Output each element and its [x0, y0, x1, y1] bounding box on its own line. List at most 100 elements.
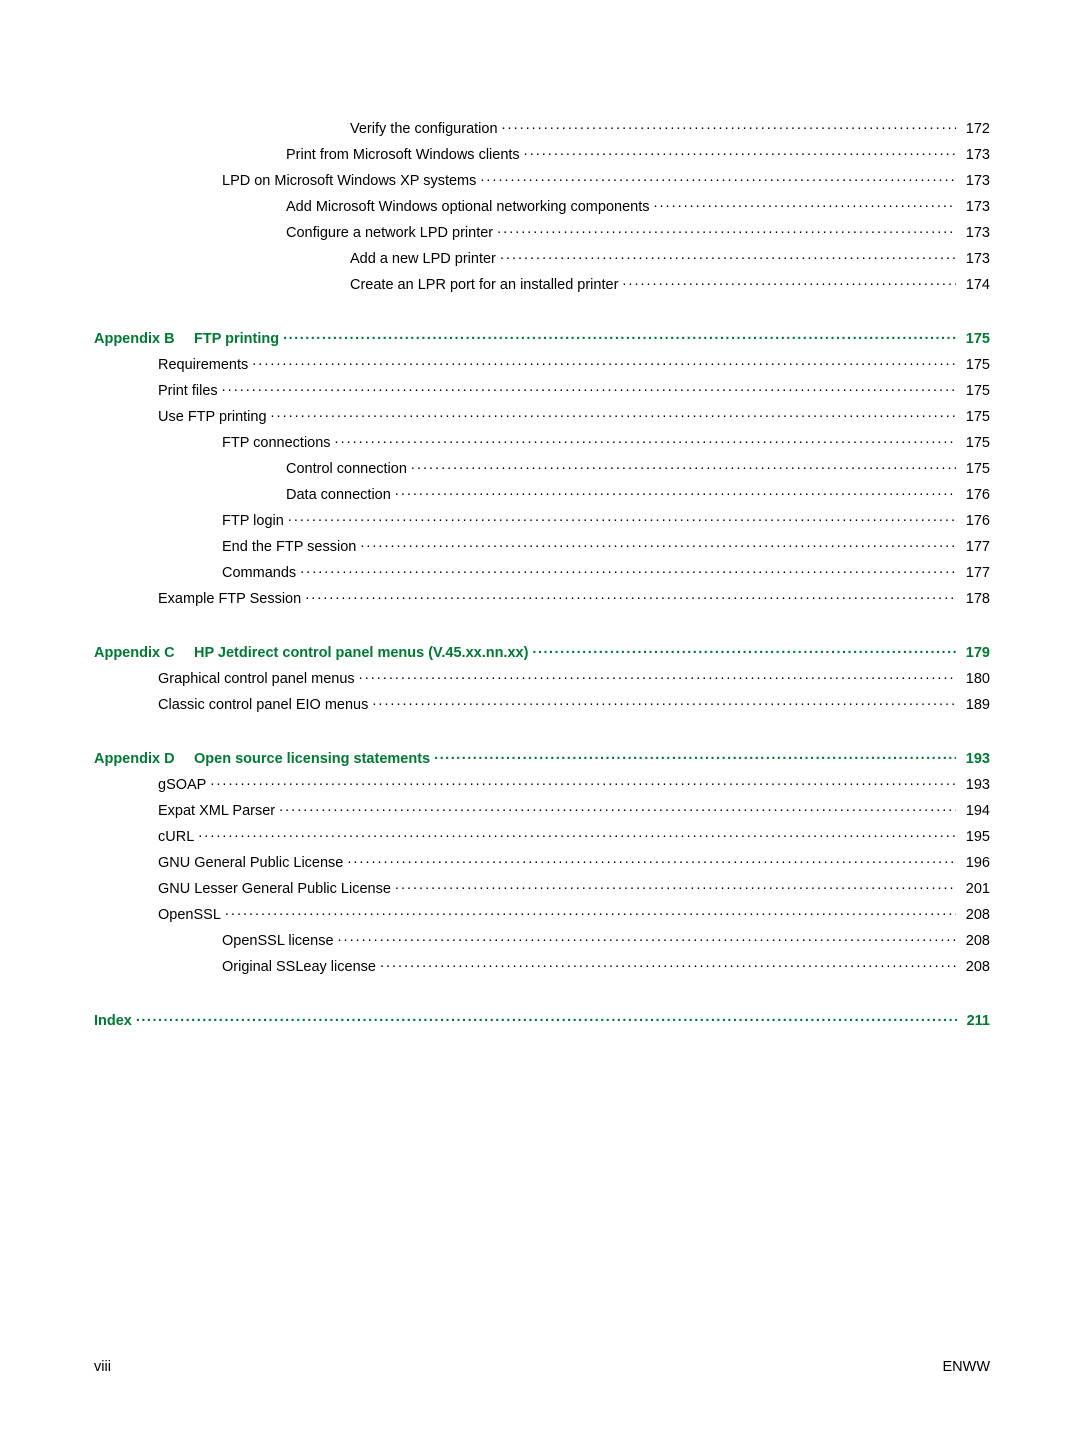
toc-page-number: 201 — [960, 881, 990, 897]
footer-page-number: viii — [94, 1359, 111, 1375]
toc-entry[interactable]: Add a new LPD printer 173 — [94, 248, 990, 267]
toc-title: FTP login — [222, 513, 284, 529]
toc-entry[interactable]: LPD on Microsoft Windows XP systems 173 — [94, 170, 990, 189]
toc-entry[interactable]: Classic control panel EIO menus 189 — [94, 694, 990, 713]
toc-title: Appendix CHP Jetdirect control panel men… — [94, 645, 528, 661]
toc-entry[interactable]: Verify the configuration 172 — [94, 118, 990, 137]
toc-page-number: 175 — [960, 461, 990, 477]
toc-title: Add a new LPD printer — [350, 251, 496, 267]
toc-title: Create an LPR port for an installed prin… — [350, 277, 618, 293]
dot-leader — [338, 930, 956, 945]
toc-title: GNU General Public License — [158, 855, 343, 871]
toc-title: LPD on Microsoft Windows XP systems — [222, 173, 476, 189]
toc-page-number: 196 — [960, 855, 990, 871]
toc-title: FTP connections — [222, 435, 331, 451]
toc-entry[interactable]: Print files 175 — [94, 380, 990, 399]
toc-title: OpenSSL license — [222, 933, 334, 949]
toc-page-number: 189 — [960, 697, 990, 713]
dot-leader — [252, 354, 956, 369]
dot-leader — [380, 956, 956, 971]
dot-leader — [372, 694, 955, 709]
dot-leader — [305, 588, 956, 603]
toc-entry[interactable]: Create an LPR port for an installed prin… — [94, 274, 990, 293]
dot-leader — [283, 328, 956, 343]
toc-title: Control connection — [286, 461, 407, 477]
toc-entry[interactable]: Requirements 175 — [94, 354, 990, 373]
toc-entry[interactable]: GNU Lesser General Public License 201 — [94, 878, 990, 897]
toc-title: Verify the configuration — [350, 121, 498, 137]
toc-title: Graphical control panel menus — [158, 671, 355, 687]
toc-heading[interactable]: Index 211 — [94, 1010, 990, 1029]
dot-leader — [502, 118, 956, 133]
toc-heading[interactable]: Appendix BFTP printing 175 — [94, 328, 990, 347]
toc-entry[interactable]: Configure a network LPD printer 173 — [94, 222, 990, 241]
dot-leader — [359, 668, 956, 683]
toc-page-number: 180 — [960, 671, 990, 687]
toc-entry[interactable]: Print from Microsoft Windows clients 173 — [94, 144, 990, 163]
toc-entry[interactable]: Data connection 176 — [94, 484, 990, 503]
dot-leader — [136, 1010, 957, 1025]
toc-entry[interactable]: Use FTP printing 175 — [94, 406, 990, 425]
toc-title: Expat XML Parser — [158, 803, 275, 819]
toc-title: OpenSSL — [158, 907, 221, 923]
toc-title: Print from Microsoft Windows clients — [286, 147, 520, 163]
toc-heading[interactable]: Appendix DOpen source licensing statemen… — [94, 748, 990, 767]
toc-entry[interactable]: Original SSLeay license 208 — [94, 956, 990, 975]
toc-entry[interactable]: OpenSSL license 208 — [94, 930, 990, 949]
section-gap — [94, 300, 990, 328]
toc-page-number: 172 — [960, 121, 990, 137]
toc-page-number: 176 — [960, 487, 990, 503]
toc-entry[interactable]: cURL 195 — [94, 826, 990, 845]
toc-page-number: 176 — [960, 513, 990, 529]
toc-page-number: 177 — [960, 565, 990, 581]
toc-entry[interactable]: Expat XML Parser 194 — [94, 800, 990, 819]
dot-leader — [225, 904, 956, 919]
toc-entry[interactable]: OpenSSL 208 — [94, 904, 990, 923]
dot-leader — [335, 432, 956, 447]
toc-entry[interactable]: Example FTP Session 178 — [94, 588, 990, 607]
toc-title: Appendix BFTP printing — [94, 331, 279, 347]
dot-leader — [532, 642, 955, 657]
toc-page-number: 208 — [960, 959, 990, 975]
toc-entry[interactable]: Add Microsoft Windows optional networkin… — [94, 196, 990, 215]
toc-entry[interactable]: FTP login 176 — [94, 510, 990, 529]
toc-title: Index — [94, 1013, 132, 1029]
dot-leader — [210, 774, 955, 789]
toc-entry[interactable]: gSOAP 193 — [94, 774, 990, 793]
toc-page-number: 177 — [960, 539, 990, 555]
dot-leader — [222, 380, 956, 395]
toc-page-number: 175 — [960, 357, 990, 373]
toc-page-number: 174 — [960, 277, 990, 293]
dot-leader — [300, 562, 956, 577]
footer-right-label: ENWW — [942, 1359, 990, 1375]
dot-leader — [497, 222, 956, 237]
toc-page-number: 173 — [960, 147, 990, 163]
dot-leader — [480, 170, 955, 185]
toc-heading[interactable]: Appendix CHP Jetdirect control panel men… — [94, 642, 990, 661]
appendix-prefix: Appendix B — [94, 331, 194, 347]
toc-page-number: 173 — [960, 251, 990, 267]
toc-page-number: 175 — [960, 383, 990, 399]
dot-leader — [500, 248, 956, 263]
toc-entry[interactable]: FTP connections 175 — [94, 432, 990, 451]
toc-title: Print files — [158, 383, 218, 399]
dot-leader — [279, 800, 956, 815]
dot-leader — [271, 406, 956, 421]
toc-page-number: 175 — [960, 331, 990, 347]
toc-entry[interactable]: Control connection 175 — [94, 458, 990, 477]
appendix-prefix: Appendix C — [94, 645, 194, 661]
dot-leader — [395, 484, 956, 499]
toc-entry[interactable]: Commands 177 — [94, 562, 990, 581]
toc-title: gSOAP — [158, 777, 206, 793]
dot-leader — [622, 274, 955, 289]
toc-entry[interactable]: Graphical control panel menus 180 — [94, 668, 990, 687]
toc-entry[interactable]: GNU General Public License 196 — [94, 852, 990, 871]
toc-title: Original SSLeay license — [222, 959, 376, 975]
toc-entry[interactable]: End the FTP session 177 — [94, 536, 990, 555]
toc-page-number: 211 — [961, 1013, 990, 1029]
dot-leader — [653, 196, 955, 211]
toc-page-number: 173 — [960, 199, 990, 215]
toc-title-text: Open source licensing statements — [194, 751, 430, 767]
toc-title: Appendix DOpen source licensing statemen… — [94, 751, 430, 767]
toc-title: End the FTP session — [222, 539, 356, 555]
